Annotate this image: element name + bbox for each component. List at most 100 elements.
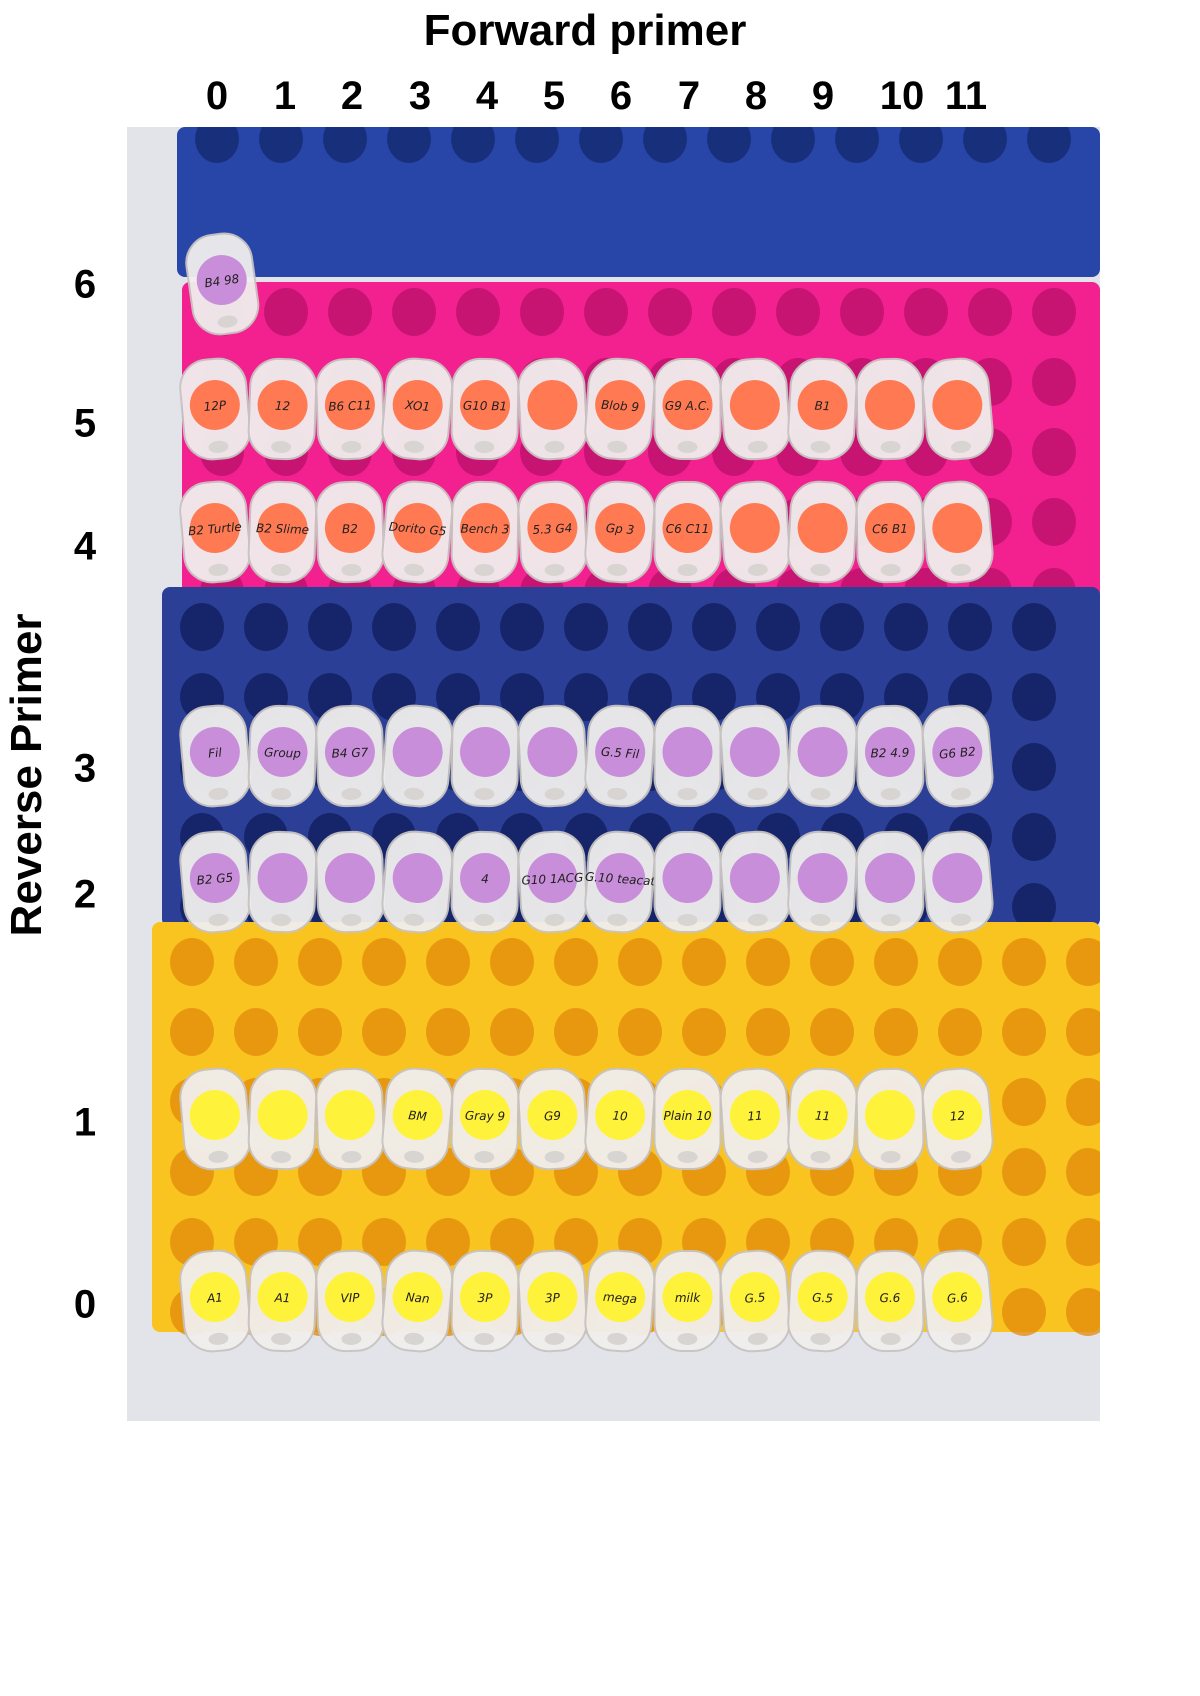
tube-row5-0: 12P — [179, 357, 252, 461]
tube-row4-3-label: Dorito G5 — [388, 520, 447, 539]
rack-yellow-hole — [746, 1008, 790, 1056]
tube-row5-2-label: B6 C11 — [328, 398, 372, 414]
tube-row3-0-hinge — [208, 787, 229, 800]
tube-row1-4-label: Gray 9 — [465, 1109, 505, 1124]
tube-row1-4-hinge — [474, 1150, 495, 1163]
tube-row5-7-sticker — [662, 380, 713, 430]
rack-yellow-hole — [1002, 1008, 1046, 1056]
tube-row3-2: B4 G7 — [315, 704, 385, 808]
tube-row3-1-label: Group — [264, 745, 302, 760]
tube-row0-8-sticker — [729, 1272, 780, 1323]
forward-label-9: 9 — [811, 74, 835, 118]
tube-row0-3-label: Nan — [405, 1290, 430, 1306]
tube-row2-8 — [719, 830, 791, 934]
tube-row3-5-sticker — [527, 727, 578, 778]
rack-mid-blue-hole — [500, 603, 544, 651]
rack-yellow-hole — [298, 1008, 342, 1056]
rack-yellow-hole — [1002, 1148, 1046, 1196]
rack-yellow-hole — [554, 1008, 598, 1056]
tube-row2-1-sticker — [257, 853, 308, 904]
rack-yellow-hole — [1066, 1218, 1100, 1266]
tube-row2-11 — [921, 830, 994, 934]
tube-row3-4 — [450, 704, 520, 808]
tube-row5-10-hinge — [880, 440, 901, 453]
tube-row5-4-sticker — [460, 380, 511, 431]
rack-yellow-hole — [938, 1008, 982, 1056]
tube-row1-0 — [179, 1067, 252, 1171]
tube-row4-10-hinge — [880, 563, 901, 576]
tube-row0-5-hinge — [544, 1332, 565, 1345]
rack-mid-blue-hole — [1012, 673, 1056, 721]
tube-row0-0-hinge — [208, 1332, 229, 1345]
rack-pink-hole — [840, 288, 884, 336]
tube-row2-0-sticker — [189, 853, 240, 904]
tube-row3-11-sticker — [932, 727, 983, 778]
rack-mid-blue-hole — [308, 603, 352, 651]
reverse-primer-title: Reverse Primer — [2, 613, 51, 937]
tube-row0-11-hinge — [951, 1332, 971, 1345]
rack-mid-blue-hole — [756, 603, 800, 651]
rack-mid-blue-hole — [1012, 603, 1056, 651]
tube-row2-1-hinge — [271, 913, 292, 926]
tube-row3-6-hinge — [607, 787, 628, 800]
tube-row0-6: mega — [584, 1249, 656, 1353]
tube-row5-4: G10 B1 — [450, 357, 520, 461]
rack-yellow-hole — [682, 938, 726, 986]
tube-row3-2-hinge — [341, 787, 362, 800]
tube-row2-3-hinge — [404, 913, 424, 926]
tube-row2-6-label: G.10 teacat — [585, 870, 657, 889]
tube-row4-7-label: C6 C11 — [666, 522, 709, 536]
forward-primer-title: Forward primer — [423, 6, 747, 55]
tube-row3-8-hinge — [747, 787, 768, 800]
tube-row5-4-label: G10 B1 — [463, 399, 507, 414]
rack-top-blue-hole — [387, 127, 431, 163]
tube-row0-6-label: mega — [603, 1290, 638, 1306]
tube-row4-2-label: B2 — [342, 522, 358, 537]
rack-yellow-hole — [490, 938, 534, 986]
tube-row0-7-hinge — [677, 1333, 698, 1345]
rack-top-blue-hole — [963, 127, 1007, 163]
tube-row2-7 — [653, 831, 722, 933]
tube-row1-11-sticker — [932, 1090, 983, 1141]
rack-yellow-hole — [1066, 1288, 1100, 1336]
tube-row3-7-sticker — [662, 727, 713, 777]
tube-row1-3-hinge — [404, 1150, 424, 1163]
tube-row4-6-hinge — [607, 563, 628, 576]
tube-row0-4: 3P — [450, 1249, 520, 1353]
rack-pink-hole — [968, 288, 1012, 336]
tube-row4-1-label: B2 Slime — [256, 521, 310, 537]
rack-yellow-hole — [1002, 1078, 1046, 1126]
tube-row2-6: G.10 teacat — [584, 830, 657, 934]
tube-row4-10: C6 B1 — [855, 480, 925, 584]
tube-row4-10-label: C6 B1 — [872, 522, 908, 537]
tube-row1-10-sticker — [864, 1090, 915, 1141]
rack-yellow-hole — [426, 1008, 470, 1056]
tube-row0-4-sticker — [460, 1272, 511, 1323]
tube-row2-0-label: B2 G5 — [196, 870, 234, 887]
tube-row2-7-sticker — [662, 853, 713, 903]
rack-top-blue-hole — [771, 127, 815, 163]
tube-row1-11-hinge — [951, 1150, 971, 1163]
rack-mid-blue-hole — [244, 603, 288, 651]
tubes-layer: 12P 12 B6 C11 XO1 G10 B1 Blob 9 G9 A.C. B1 B2 Tu… — [179, 232, 994, 1353]
tube-row3-11-hinge — [951, 787, 971, 800]
tube-row4-3-hinge — [404, 563, 424, 576]
rack-top-blue-hole — [515, 127, 559, 163]
rack-yellow-hole — [1002, 938, 1046, 986]
tube-row4-6-sticker — [595, 503, 646, 554]
tube-row2-6-sticker — [595, 853, 646, 904]
tube-row3-3-sticker — [392, 727, 443, 778]
tube-row0-10-hinge — [880, 1332, 901, 1345]
rack-pink-hole — [1032, 288, 1076, 336]
tube-row5-8-hinge — [747, 440, 768, 453]
tube-row4-5: 5.3 G4 — [517, 480, 588, 584]
tube-row2-10 — [855, 830, 925, 934]
tube-row1-2-sticker — [324, 1090, 375, 1141]
tube-row2-5-hinge — [544, 913, 565, 926]
tube-row4-5-hinge — [544, 563, 565, 576]
tube-row1-11-label: 12 — [949, 1108, 965, 1123]
forward-label-11: 11 — [944, 74, 988, 118]
tube-row3-6-label: G.5 Fil — [601, 745, 641, 762]
tube-row2-0: B2 G5 — [179, 830, 252, 934]
tube-row0-0-label: A1 — [205, 1290, 223, 1305]
